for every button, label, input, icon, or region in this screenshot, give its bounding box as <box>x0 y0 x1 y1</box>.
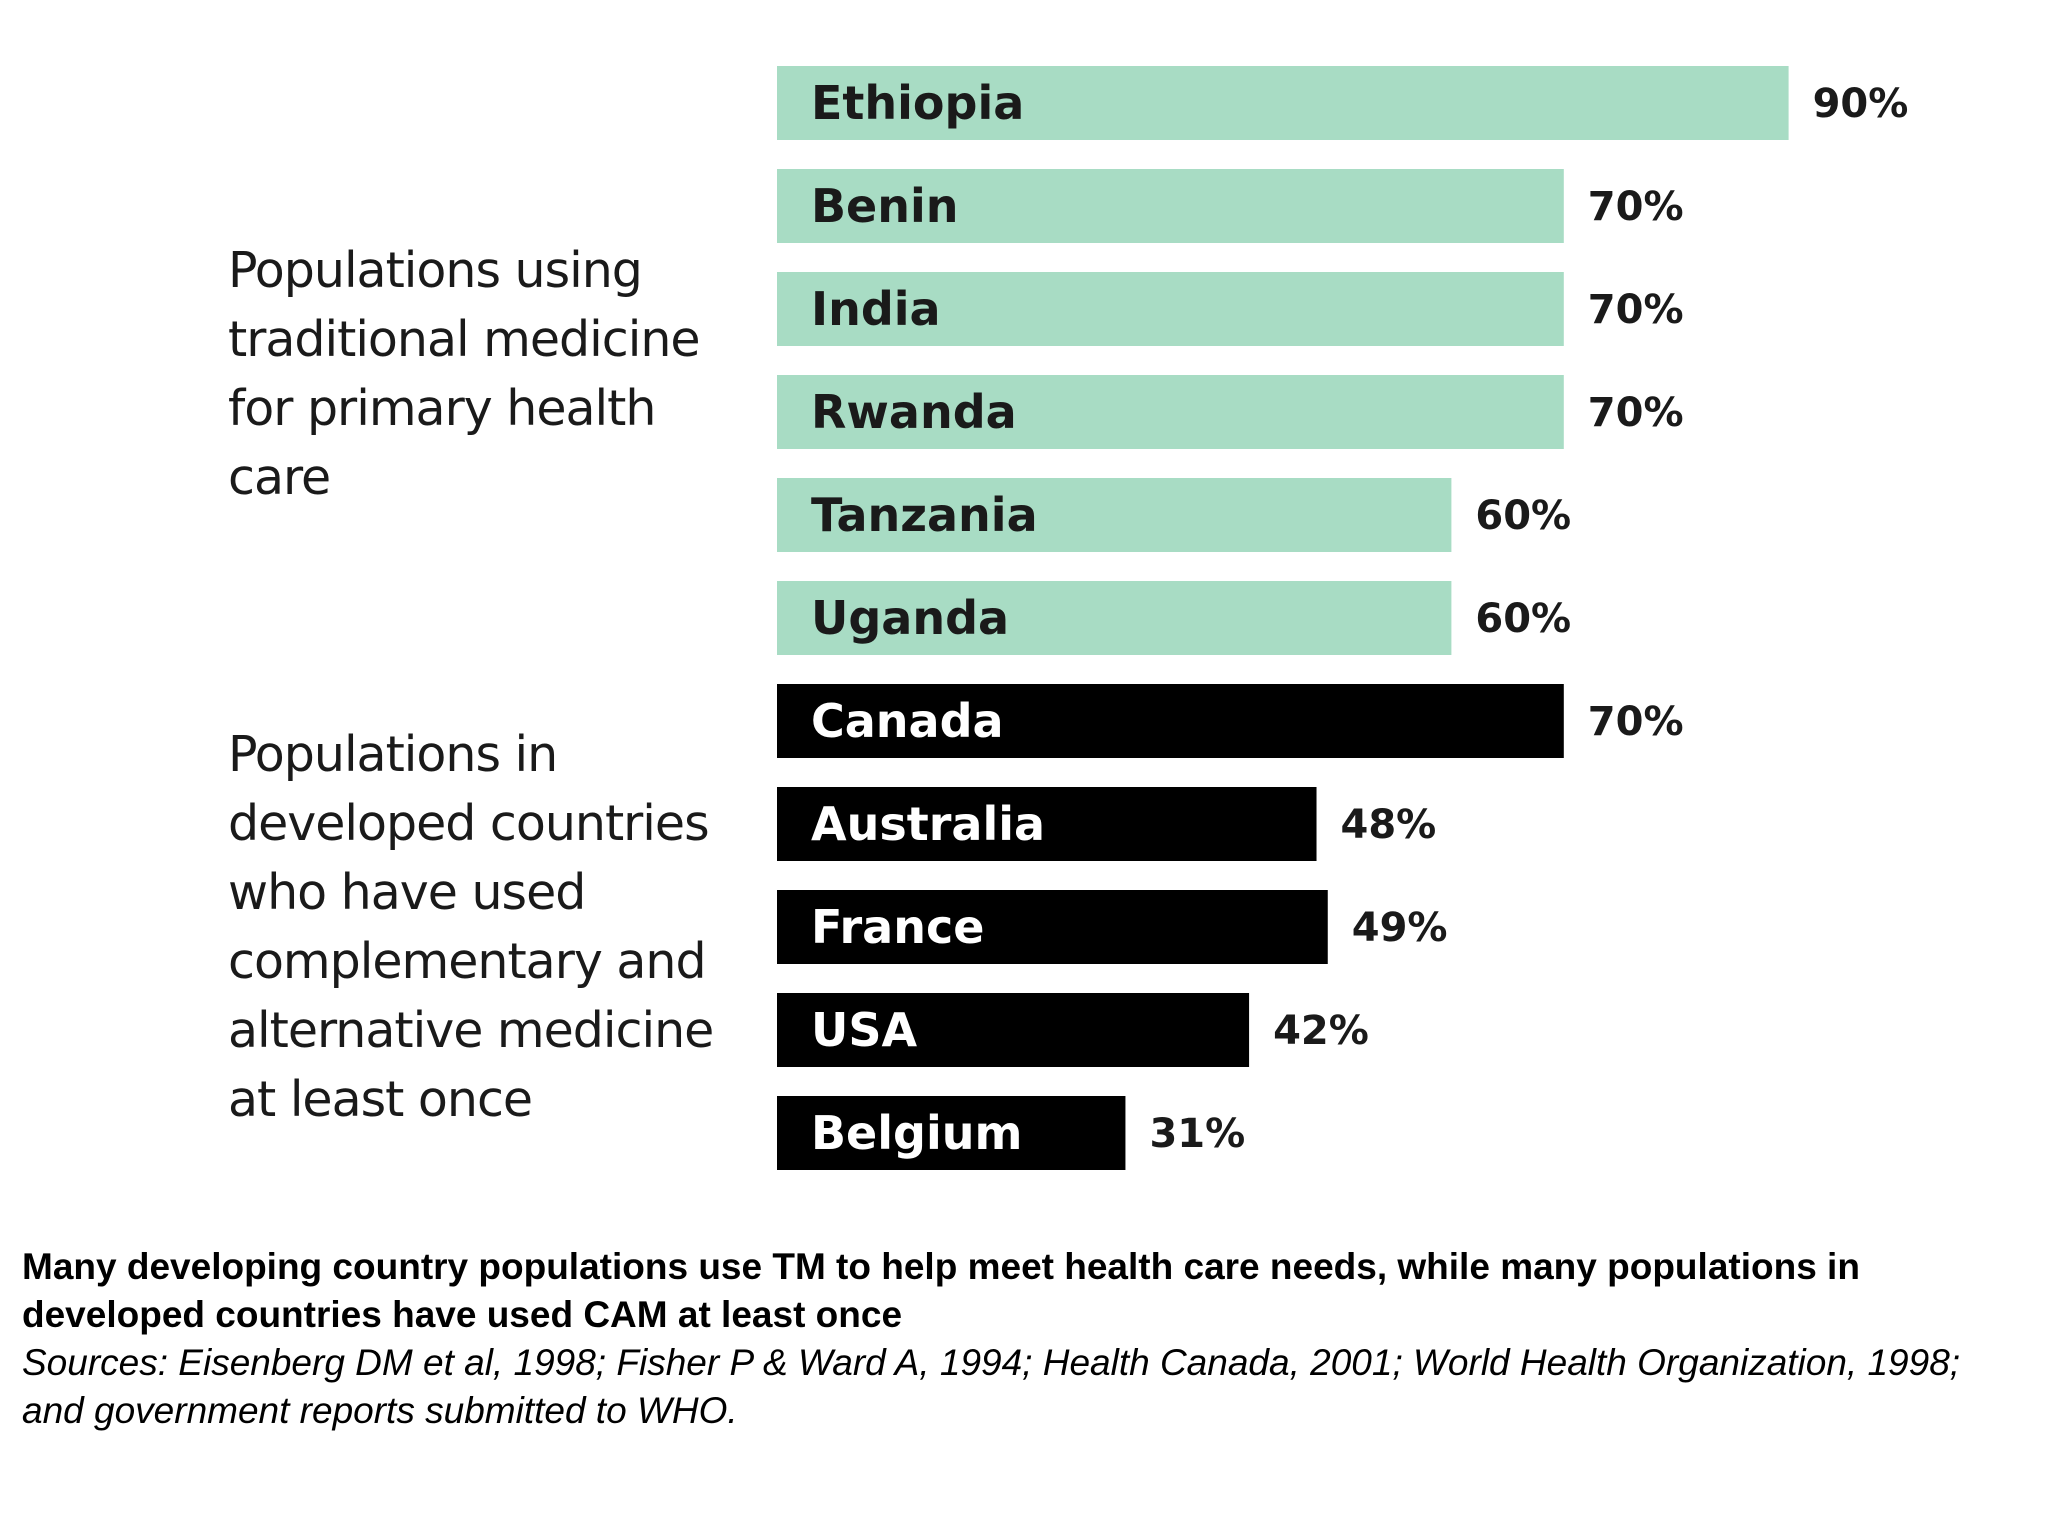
bar-label-ethiopia: Ethiopia <box>811 76 1024 130</box>
bar-chart: Ethiopia 90% Benin 70% India 70% Rwanda 70% Tanz… <box>777 66 1909 1170</box>
value-label-india: 70% <box>1588 287 1684 333</box>
bar-label-belgium: Belgium <box>811 1106 1022 1160</box>
bar-label-canada: Canada <box>811 694 1004 748</box>
bar-label-india: India <box>811 282 941 336</box>
value-label-tanzania: 60% <box>1475 493 1571 539</box>
bar-benin <box>777 169 1564 243</box>
value-label-belgium: 31% <box>1149 1111 1245 1157</box>
caption-sources: Sources: Eisenberg DM et al, 1998; Fishe… <box>22 1342 1961 1431</box>
bar-france <box>777 890 1328 964</box>
bar-uganda <box>777 581 1452 655</box>
caption-title: Many developing country populations use … <box>22 1246 1860 1335</box>
bar-belgium <box>777 1096 1126 1170</box>
bar-ethiopia <box>777 66 1789 140</box>
bar-australia <box>777 787 1317 861</box>
bar-label-uganda: Uganda <box>811 591 1009 645</box>
value-label-france: 49% <box>1352 905 1448 951</box>
bar-rwanda <box>777 375 1564 449</box>
bar-label-australia: Australia <box>811 797 1045 851</box>
bar-india <box>777 272 1564 346</box>
value-label-usa: 42% <box>1273 1008 1369 1054</box>
bar-usa <box>777 993 1250 1067</box>
bar-label-usa: USA <box>811 1003 917 1057</box>
bar-label-benin: Benin <box>811 179 959 233</box>
bar-tanzania <box>777 478 1452 552</box>
bar-canada <box>777 684 1564 758</box>
bar-label-france: France <box>811 900 984 954</box>
bar-label-rwanda: Rwanda <box>811 385 1017 439</box>
group-label-traditional-medicine: Populations using traditional medicine f… <box>228 242 701 506</box>
value-label-rwanda: 70% <box>1588 390 1684 436</box>
value-label-benin: 70% <box>1588 184 1684 230</box>
value-label-ethiopia: 90% <box>1813 81 1909 127</box>
bar-label-tanzania: Tanzania <box>811 488 1038 542</box>
group-label-complementary-alternative-medicine: Populations in developed countries who h… <box>228 726 714 1128</box>
value-label-australia: 48% <box>1341 802 1437 848</box>
value-label-canada: 70% <box>1588 699 1684 745</box>
value-label-uganda: 60% <box>1475 596 1571 642</box>
